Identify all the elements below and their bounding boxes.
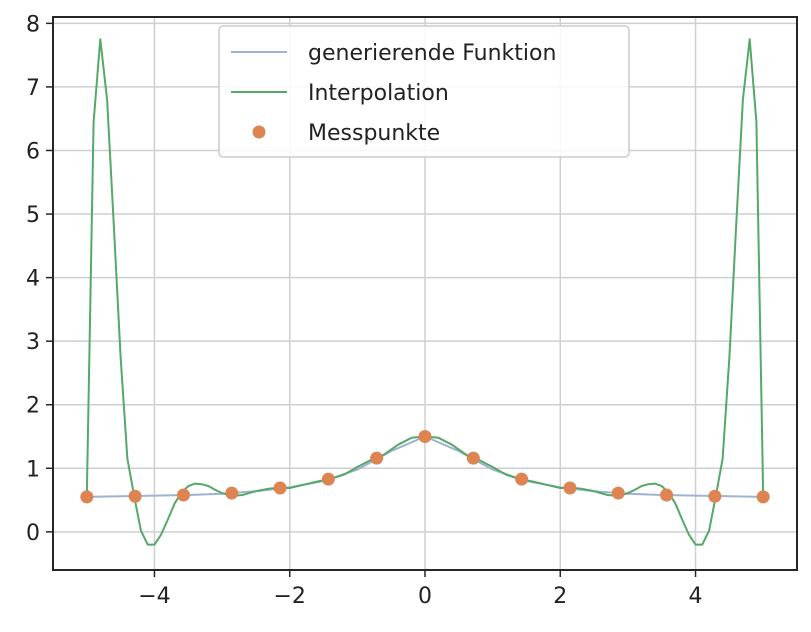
data-point — [466, 451, 480, 465]
legend-box — [218, 25, 630, 158]
data-point — [756, 490, 770, 504]
data-point — [225, 486, 239, 500]
x-tick-label: −2 — [274, 584, 306, 609]
data-point — [80, 490, 94, 504]
x-tick-label: 0 — [418, 584, 432, 609]
y-tick-label: 7 — [26, 76, 40, 101]
series-layer — [80, 38, 770, 546]
y-tick-label: 6 — [26, 139, 40, 164]
y-tick-label: 4 — [26, 267, 40, 292]
data-point — [515, 472, 529, 486]
legend: generierende Funktion Interpolation Messpu… — [218, 25, 630, 158]
y-tick-label: 8 — [26, 12, 40, 37]
legend-label: generierende Funktion — [308, 41, 556, 66]
y-tick-label: 5 — [26, 203, 40, 228]
x-tick-label: 2 — [553, 584, 567, 609]
x-tick-label: 4 — [689, 584, 703, 609]
legend-swatch-marker — [252, 125, 266, 139]
data-point — [321, 472, 335, 486]
y-tick-label: 0 — [26, 521, 40, 546]
data-point — [128, 489, 142, 503]
legend-label: Interpolation — [308, 81, 449, 106]
data-point — [176, 488, 190, 502]
data-point — [708, 489, 722, 503]
ticks: −4 −2 0 2 4 0 1 2 3 4 5 6 7 8 — [26, 12, 703, 609]
y-tick-label: 2 — [26, 394, 40, 419]
data-point — [273, 481, 287, 495]
y-tick-label: 3 — [26, 330, 40, 355]
x-tick-label: −4 — [138, 584, 170, 609]
data-point — [660, 488, 674, 502]
data-point — [611, 486, 625, 500]
y-tick-label: 1 — [26, 457, 40, 482]
data-point — [418, 430, 432, 444]
data-point — [563, 481, 577, 495]
legend-label: Messpunkte — [308, 121, 440, 146]
data-point — [370, 451, 384, 465]
